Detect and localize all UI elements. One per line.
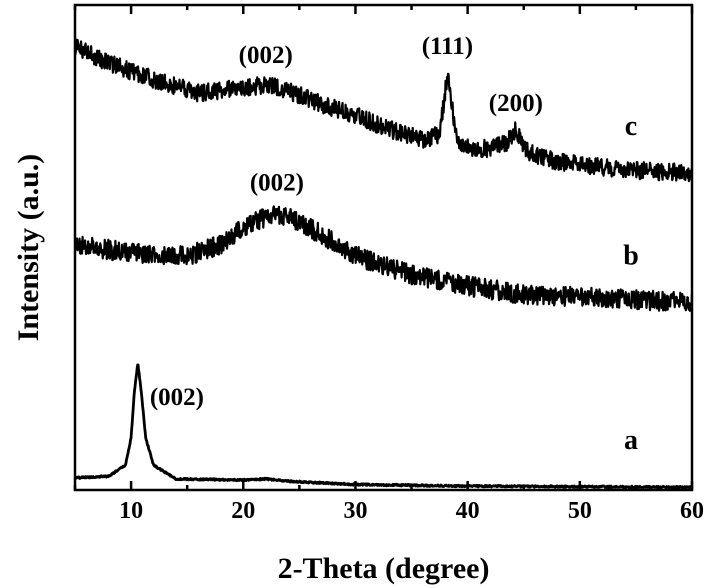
x-tick-label: 50 bbox=[568, 498, 592, 524]
x-tick-label: 60 bbox=[680, 498, 704, 524]
curve-label-b: b bbox=[623, 241, 639, 272]
y-axis-title: Intensity (a.u.) bbox=[12, 154, 45, 342]
axes: 10 20 30 40 50 60 2-Theta (degree) Intensity (a… bbox=[12, 3, 704, 585]
x-tick-label: 30 bbox=[343, 498, 367, 524]
x-tick-label: 20 bbox=[231, 498, 255, 524]
x-tick-label: 10 bbox=[119, 498, 143, 524]
x-axis-title: 2-Theta (degree) bbox=[278, 552, 490, 585]
peak-label-c-3: (111) bbox=[422, 33, 473, 60]
peak-label-c-4: (200) bbox=[489, 90, 543, 117]
series-b-line bbox=[73, 205, 693, 312]
series-a-line bbox=[73, 363, 693, 490]
curve-label-a: a bbox=[624, 425, 638, 456]
plot-frame bbox=[73, 3, 694, 492]
peak-label-a-0: (002) bbox=[150, 384, 204, 411]
peak-label-b-1: (002) bbox=[250, 169, 304, 196]
curve-label-c: c bbox=[625, 111, 637, 142]
series-c-line bbox=[73, 38, 693, 183]
curves bbox=[73, 38, 693, 490]
peak-label-c-2: (002) bbox=[239, 42, 293, 69]
labels: (002) (002) (002) (111) (200) a b c bbox=[150, 33, 639, 456]
x-tick-label: 40 bbox=[456, 498, 480, 524]
